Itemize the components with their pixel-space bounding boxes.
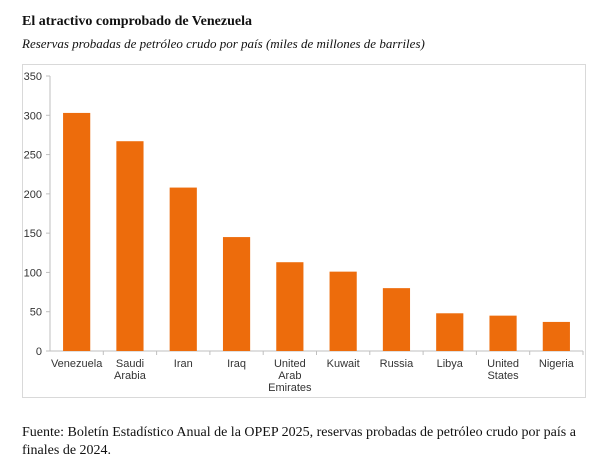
x-tick-label: United States xyxy=(487,358,519,382)
x-tick-label: Saudi Arabia xyxy=(114,358,147,382)
y-tick-label: 300 xyxy=(24,110,42,122)
bar xyxy=(489,315,517,351)
x-tick-label: Iran xyxy=(174,358,193,370)
bar xyxy=(169,187,197,351)
x-tick-label: Venezuela xyxy=(51,358,103,370)
bar xyxy=(542,321,570,351)
chart-subtitle: Reservas probadas de petróleo crudo por … xyxy=(22,36,425,51)
x-tick-label: Russia xyxy=(380,358,415,370)
bar xyxy=(436,313,464,351)
source-note: Fuente: Boletín Estadístico Anual de la … xyxy=(22,425,576,458)
x-tick-label: Nigeria xyxy=(539,358,575,370)
chart-frame: 0 50 100 150 200 250 300 350 Venezuela Saudi Arabi… xyxy=(22,64,586,398)
y-tick-label: 150 xyxy=(24,228,42,240)
x-tick-label: United Arab Emirates xyxy=(268,358,312,394)
bar xyxy=(329,271,357,351)
y-tick-label: 0 xyxy=(36,346,42,358)
chart-title: El atractivo comprobado de Venezuela xyxy=(22,14,252,29)
x-tick-label: Libya xyxy=(437,358,464,370)
x-tick-label: Kuwait xyxy=(327,358,360,370)
y-tick-label: 200 xyxy=(24,189,42,201)
x-tick-label: Iraq xyxy=(227,358,246,370)
bar xyxy=(222,237,251,351)
bar-chart: 0 50 100 150 200 250 300 350 Venezuela Saudi Arabi… xyxy=(24,71,584,394)
y-tick-label: 350 xyxy=(24,71,42,83)
y-tick-label: 50 xyxy=(30,307,42,319)
bar xyxy=(382,288,411,351)
bar xyxy=(276,262,304,351)
bar xyxy=(116,141,144,351)
y-tick-label: 100 xyxy=(24,267,42,279)
y-tick-label: 250 xyxy=(24,150,42,162)
bar xyxy=(63,112,91,351)
